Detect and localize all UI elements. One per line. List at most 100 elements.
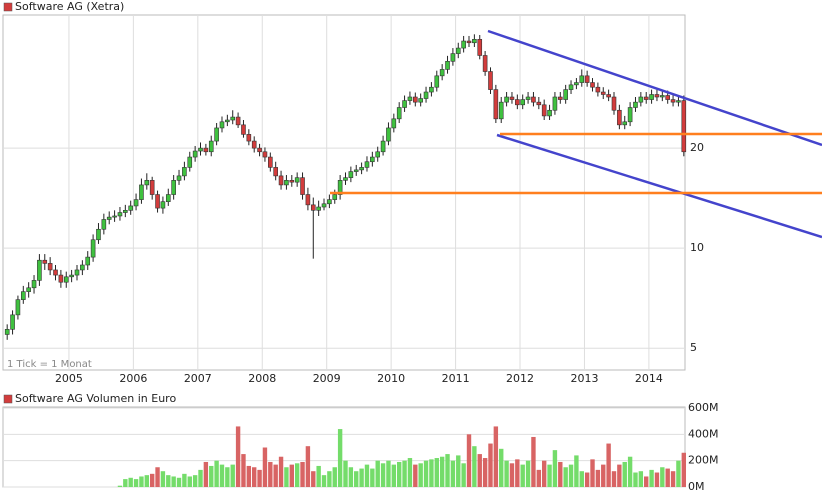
- candle-body: [547, 109, 552, 117]
- candle-body: [676, 100, 681, 103]
- candle-body: [445, 60, 450, 70]
- candle-body: [69, 274, 74, 278]
- candle-body: [53, 269, 58, 276]
- candle-body: [488, 71, 493, 90]
- tick-note: 1 Tick = 1 Monat: [7, 359, 92, 370]
- candle-body: [332, 194, 338, 200]
- candle-body: [633, 101, 638, 108]
- volume-bar: [638, 471, 644, 487]
- candle-body: [289, 180, 295, 183]
- volume-bar: [359, 468, 364, 487]
- volume-bar: [160, 471, 166, 487]
- volume-bar: [541, 460, 547, 487]
- candle-body: [219, 121, 225, 129]
- candle-body: [10, 314, 15, 330]
- volume-bar: [676, 460, 681, 487]
- candle-body: [649, 94, 654, 100]
- volume-bar: [203, 461, 209, 487]
- candle-body: [112, 215, 117, 218]
- candle-body: [20, 291, 26, 300]
- candle-body: [638, 96, 644, 103]
- volume-bar: [241, 454, 246, 487]
- candle-body: [498, 101, 504, 120]
- volume-bar: [601, 464, 606, 487]
- candle-body: [31, 280, 37, 289]
- legend-swatch: [3, 394, 13, 404]
- candle-body: [665, 95, 670, 100]
- volume-bar: [139, 476, 144, 487]
- volume-bar: [278, 456, 284, 487]
- candle-body: [681, 100, 687, 153]
- volume-bar: [477, 454, 482, 487]
- volume-bar: [354, 471, 359, 487]
- candle-body: [343, 177, 348, 181]
- candle-body: [128, 205, 133, 211]
- volume-bar: [670, 471, 676, 487]
- volume-bar: [531, 436, 536, 487]
- y-tick-label: 200M: [688, 454, 719, 467]
- x-tick-label: 2005: [55, 372, 83, 385]
- x-tick-label: 2010: [377, 372, 405, 385]
- volume-bar: [407, 458, 413, 487]
- volume-bar: [493, 426, 499, 487]
- candle-body: [123, 210, 128, 213]
- candle-body: [268, 156, 273, 168]
- volume-bar: [311, 471, 316, 487]
- volume-bar: [391, 464, 397, 487]
- candle-body: [375, 151, 381, 158]
- candle-body: [643, 96, 649, 100]
- candle-body: [574, 82, 579, 86]
- volume-bar: [504, 460, 509, 487]
- candle-body: [600, 91, 606, 95]
- candle-body: [235, 116, 241, 126]
- volume-bar: [552, 450, 558, 487]
- candle-body: [579, 75, 585, 83]
- volume-bar: [257, 469, 262, 487]
- x-tick-label: 2011: [442, 372, 470, 385]
- candle-body: [310, 204, 316, 211]
- candle-body: [74, 269, 80, 276]
- volume-bar: [633, 472, 638, 487]
- candle-body: [450, 53, 456, 62]
- candle-body: [493, 89, 499, 120]
- volume-bar: [681, 452, 687, 487]
- candle-body: [225, 119, 230, 123]
- volume-bar: [396, 461, 402, 487]
- candle-body: [617, 109, 622, 126]
- candle-body: [316, 206, 321, 211]
- y-tick-label: 400M: [688, 427, 719, 440]
- volume-bar: [515, 459, 520, 487]
- candle-body: [541, 104, 547, 117]
- volume-bar: [563, 467, 568, 487]
- candle-body: [466, 40, 472, 44]
- candle-body: [300, 177, 305, 195]
- candle-body: [305, 194, 311, 206]
- candle-body: [380, 140, 386, 153]
- candle-body: [455, 47, 461, 54]
- candle-body: [203, 147, 209, 153]
- candle-body: [434, 75, 440, 88]
- volume-bar: [316, 465, 321, 487]
- x-tick-label: 2009: [313, 372, 341, 385]
- candle-body: [149, 180, 155, 195]
- volume-bar: [171, 476, 176, 487]
- candle-body: [47, 263, 53, 271]
- candle-body: [525, 96, 531, 100]
- volume-bar: [568, 464, 574, 487]
- volume-bar: [214, 460, 219, 487]
- volume-bar: [289, 464, 294, 487]
- volume-bar: [176, 477, 182, 487]
- volume-bar: [364, 464, 370, 487]
- volume-bar: [418, 463, 423, 487]
- candle-body: [654, 94, 660, 98]
- volume-bar: [461, 463, 466, 487]
- candle-body: [246, 134, 252, 142]
- volume-bar: [434, 458, 439, 487]
- volume-bar: [595, 469, 601, 487]
- candle-body: [294, 177, 300, 183]
- volume-bar: [337, 429, 343, 487]
- candle-body: [515, 99, 520, 106]
- candle-body: [144, 180, 150, 186]
- volume-bar: [649, 469, 654, 487]
- candle-body: [439, 69, 445, 77]
